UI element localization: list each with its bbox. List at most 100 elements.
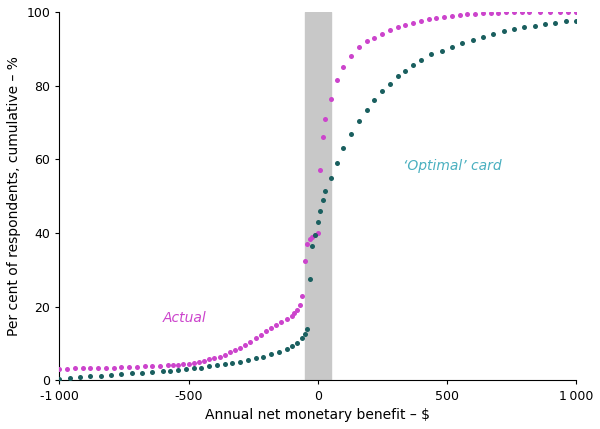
Point (447, 12, 457, 19)
Point (439, 13, 449, 20)
Point (332, 160, 342, 166)
Point (377, 88, 387, 95)
Point (298, 335, 307, 341)
Point (494, 9, 503, 16)
Point (300, 257, 310, 264)
Point (393, 24, 403, 31)
Point (163, 362, 173, 369)
Point (295, 302, 304, 308)
Point (251, 335, 260, 342)
Point (409, 62, 418, 69)
Point (62, 365, 72, 372)
Point (320, 187, 330, 194)
Point (194, 358, 203, 365)
Point (148, 363, 157, 369)
Point (416, 57, 426, 63)
Point (292, 339, 302, 346)
Point (520, 24, 529, 31)
Point (431, 15, 441, 21)
Point (116, 364, 126, 371)
Point (55, 375, 64, 382)
Point (571, 9, 581, 15)
Point (101, 364, 110, 371)
Point (109, 364, 118, 371)
Point (173, 361, 183, 368)
Point (302, 241, 312, 248)
Point (94, 365, 103, 372)
Point (385, 27, 395, 34)
Text: Actual: Actual (163, 311, 206, 324)
Point (287, 313, 296, 320)
Point (478, 10, 488, 17)
Point (540, 21, 550, 27)
Point (313, 218, 322, 225)
Point (168, 362, 178, 369)
Point (362, 38, 371, 45)
Point (241, 341, 250, 348)
Point (346, 53, 356, 60)
Point (189, 360, 199, 366)
Point (502, 9, 511, 16)
Point (65, 375, 74, 381)
Point (362, 106, 371, 113)
Point (550, 19, 560, 26)
Point (158, 368, 167, 375)
Bar (305, 12, 331, 381)
Point (256, 332, 266, 338)
Point (385, 80, 395, 87)
Point (184, 360, 193, 367)
Point (137, 369, 147, 376)
Point (370, 97, 379, 104)
Point (338, 145, 348, 152)
Point (530, 22, 539, 29)
Point (86, 365, 95, 372)
Point (298, 292, 307, 299)
Point (209, 354, 219, 361)
Point (437, 47, 446, 54)
Point (148, 369, 157, 375)
Point (308, 233, 317, 240)
Point (318, 134, 328, 141)
Point (251, 355, 260, 362)
Point (535, 9, 545, 15)
Point (326, 95, 335, 102)
Point (326, 174, 335, 181)
Point (455, 12, 464, 18)
Point (313, 230, 322, 236)
Point (166, 367, 175, 374)
Point (274, 348, 284, 355)
Point (499, 28, 508, 35)
Point (338, 64, 348, 71)
Point (478, 33, 488, 40)
Point (470, 10, 480, 17)
Point (243, 357, 253, 364)
Point (401, 67, 410, 74)
Point (509, 26, 518, 33)
Y-axis label: Per cent of respondents, cumulative – %: Per cent of respondents, cumulative – % (7, 56, 21, 336)
Point (197, 364, 206, 371)
Point (225, 349, 235, 356)
Point (300, 331, 310, 338)
Point (86, 373, 95, 380)
Point (127, 370, 137, 377)
Point (179, 361, 188, 368)
Point (370, 34, 379, 41)
Point (205, 363, 214, 370)
Point (220, 351, 229, 358)
Point (215, 353, 224, 360)
Point (277, 319, 286, 326)
Point (354, 117, 364, 124)
X-axis label: Annual net monetary benefit – $: Annual net monetary benefit – $ (205, 408, 430, 422)
Point (78, 365, 88, 372)
Point (302, 326, 312, 332)
Point (245, 338, 255, 345)
Point (556, 9, 565, 15)
Point (290, 310, 299, 317)
Point (230, 347, 240, 353)
Point (563, 9, 573, 15)
Point (305, 235, 314, 242)
Point (424, 16, 433, 23)
Point (181, 366, 191, 372)
Point (220, 361, 229, 368)
Point (509, 9, 518, 16)
